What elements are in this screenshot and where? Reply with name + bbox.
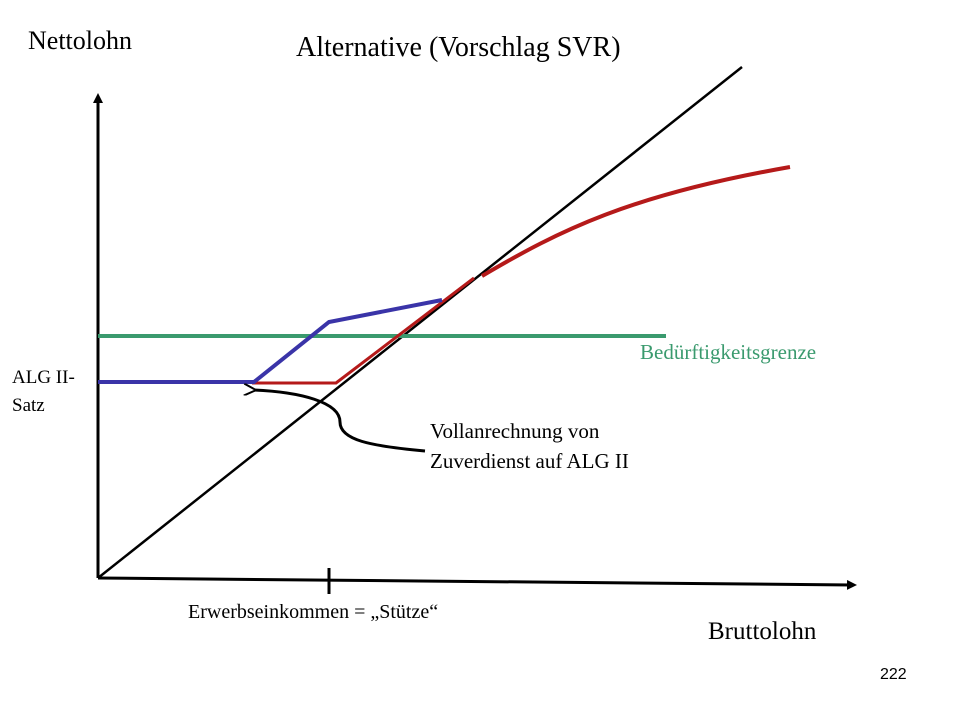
vollanrechnung-line2: Zuverdienst auf ALG II [430,449,629,473]
red-curve-upper [480,165,791,278]
y-axis-label: Nettolohn [28,26,132,55]
x-axis [97,576,857,590]
alg-satz-label: ALG II- Satz [12,364,75,420]
diagram-title: Alternative (Vorschlag SVR) [296,32,621,63]
slide-number: 222 [880,666,907,683]
x-tick-label: Erwerbseinkommen = „Stütze“ [188,601,439,623]
beduerftigkeitsgrenze-label: Bedürftigkeitsgrenze [640,340,817,364]
alg-satz-line1: ALG II- [12,367,75,388]
x-axis-label: Bruttolohn [708,618,817,645]
diagonal-line [97,66,743,579]
annotation-arrow [254,390,426,453]
red-curve-lower [252,276,475,385]
blue-curve [98,298,443,384]
alg-satz-line2: Satz [12,395,45,416]
vollanrechnung-label: Vollanrechnung von Zuverdienst auf ALG I… [430,416,629,476]
vollanrechnung-line1: Vollanrechnung von [430,419,600,443]
